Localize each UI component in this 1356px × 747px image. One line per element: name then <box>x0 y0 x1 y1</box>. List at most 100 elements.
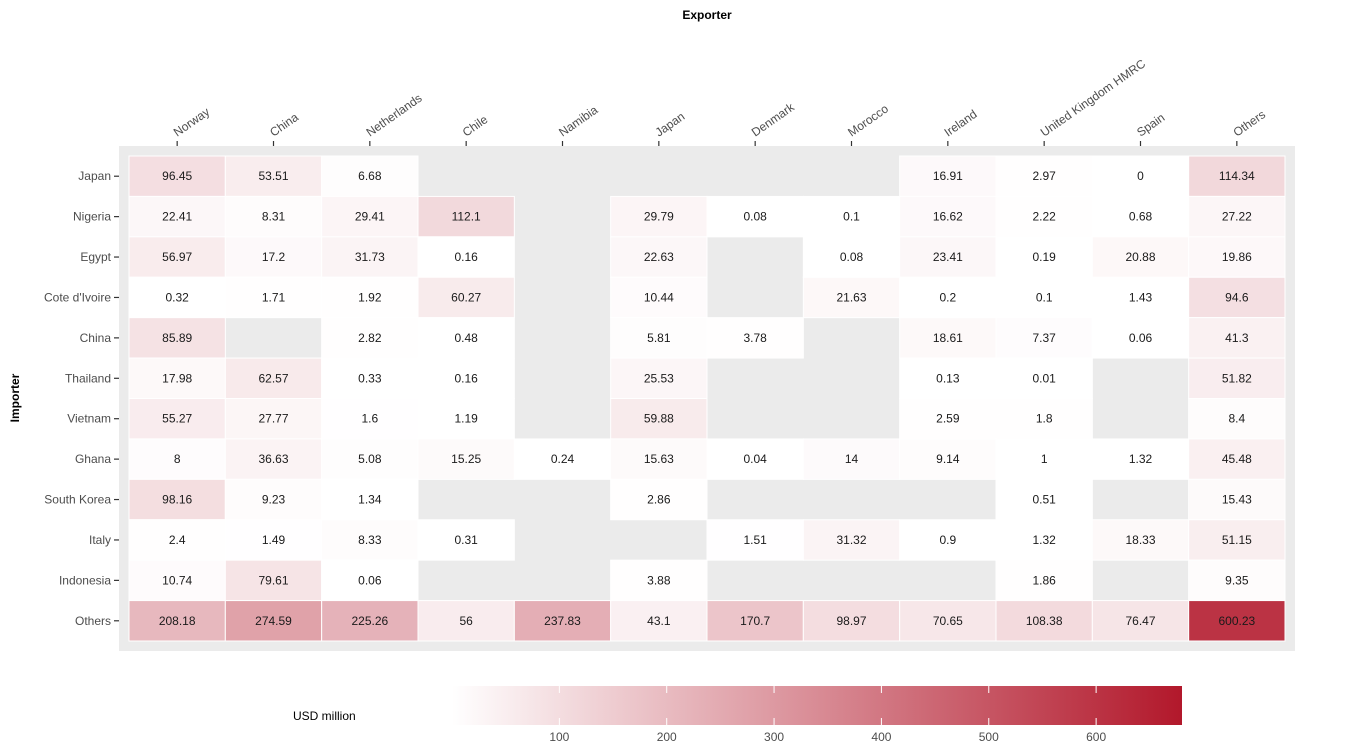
cell-value-label: 31.32 <box>836 533 866 547</box>
cell-value-label: 36.63 <box>258 452 288 466</box>
heatmap-cell <box>1188 357 1286 400</box>
cell-value-label: 1.32 <box>1129 452 1153 466</box>
cell-value-label: 2.59 <box>936 412 960 426</box>
heatmap-cell <box>802 438 901 480</box>
heatmap-cell <box>128 398 226 440</box>
y-axis-title: Importer <box>8 373 22 422</box>
heatmap-cell <box>128 236 226 278</box>
x-tick-label-chile: Chile <box>460 112 491 139</box>
cell-value-label: 1.86 <box>1032 573 1056 587</box>
heatmap-cell <box>1188 317 1286 359</box>
cell-value-labels: 96.45 53.51 6.68 16.91 2.97 0 114.34 22.41 8.31 2… <box>159 169 1256 628</box>
x-tick-label-china: China <box>267 110 301 140</box>
cell-value-label: 0.16 <box>454 371 478 385</box>
cell-value-label: 1.32 <box>1032 533 1056 547</box>
y-tick-label-egypt: Egypt <box>80 250 111 264</box>
heatmap-cell <box>224 155 323 197</box>
heatmap-cell <box>513 438 612 480</box>
heatmap-cell <box>224 357 323 400</box>
cell-value-label: 0.2 <box>939 290 956 304</box>
heatmap-cell <box>321 155 419 197</box>
cell-value-label: 23.41 <box>933 250 963 264</box>
cell-value-label: 3.78 <box>743 331 767 345</box>
cell-value-label: 21.63 <box>836 290 866 304</box>
heatmap-cell <box>224 559 323 602</box>
cell-value-label: 16.62 <box>933 210 963 224</box>
heatmap-cell <box>128 155 226 197</box>
cell-value-label: 114.34 <box>1219 169 1255 183</box>
cell-value-label: 10.74 <box>162 573 192 587</box>
cell-value-label: 0.1 <box>1036 290 1053 304</box>
cell-value-label: 15.63 <box>644 452 674 466</box>
cell-value-label: 18.61 <box>933 331 963 345</box>
legend-tick-label: 100 <box>549 730 569 744</box>
cell-value-label: 60.27 <box>451 290 481 304</box>
heatmap-cell <box>610 195 708 238</box>
cell-value-label: 15.43 <box>1222 493 1252 507</box>
cell-value-label: 98.97 <box>836 614 866 628</box>
cell-value-label: 45.48 <box>1222 452 1252 466</box>
cell-value-label: 56.97 <box>162 250 192 264</box>
heatmap-cell <box>224 478 323 521</box>
heatmap-cell <box>899 195 997 238</box>
heatmap-cell <box>321 276 419 319</box>
y-tick-label-cote-d-ivoire: Cote d'Ivoire <box>44 290 111 304</box>
cell-value-label: 0.08 <box>743 210 767 224</box>
cell-value-label: 0.51 <box>1032 493 1056 507</box>
cell-value-label: 1.92 <box>358 290 382 304</box>
heatmap-cell <box>128 195 226 238</box>
y-tick-label-others: Others <box>75 614 111 628</box>
heatmap-cell <box>128 276 226 319</box>
x-tick-label-united-kingdom-hmrc: United Kingdom HMRC <box>1038 56 1148 139</box>
cell-value-label: 1.6 <box>361 412 378 426</box>
heatmap-cell <box>1188 438 1286 480</box>
cell-value-label: 0.01 <box>1032 371 1056 385</box>
cell-value-label: 22.63 <box>644 250 674 264</box>
heatmap-cell <box>417 317 515 359</box>
y-tick-label-ghana: Ghana <box>75 452 111 466</box>
cell-value-label: 1.71 <box>262 290 286 304</box>
heatmap-cell <box>995 317 1093 359</box>
heatmap-cell <box>224 600 323 642</box>
heatmap-cell <box>417 519 515 561</box>
heatmap-cell <box>995 357 1093 400</box>
heatmap-cell <box>610 357 708 400</box>
legend-tick-label: 600 <box>1086 730 1106 744</box>
x-axis: Norway China Netherlands Chile Namibia Japan D… <box>171 56 1268 146</box>
heatmap-cell <box>224 438 323 480</box>
heatmap-cell <box>1188 398 1286 440</box>
heatmap-cell <box>610 236 708 278</box>
heatmap-cell <box>321 195 419 238</box>
heatmap-cell <box>1188 559 1286 602</box>
cell-value-label: 22.41 <box>162 210 192 224</box>
heatmap-cell <box>417 600 515 642</box>
heatmap-cell <box>995 195 1093 238</box>
heatmap-cell <box>224 276 323 319</box>
cell-value-label: 0.48 <box>454 331 478 345</box>
heatmap-cell <box>417 438 515 480</box>
heatmap-cell <box>899 236 997 278</box>
cell-value-label: 29.41 <box>355 210 385 224</box>
cell-value-label: 0.19 <box>1032 250 1056 264</box>
legend-colorbar <box>452 686 1182 725</box>
heatmap-cell <box>1091 600 1190 642</box>
cell-value-label: 0.31 <box>454 533 478 547</box>
heatmap-cell <box>995 478 1093 521</box>
x-tick-label-others: Others <box>1231 107 1269 139</box>
cell-value-label: 208.18 <box>159 614 196 628</box>
cell-value-label: 2.22 <box>1032 210 1056 224</box>
cell-value-label: 1.19 <box>454 412 478 426</box>
cell-value-label: 274.59 <box>255 614 292 628</box>
heatmap-cell <box>321 559 419 602</box>
heatmap-cell <box>128 357 226 400</box>
cell-value-label: 0.08 <box>840 250 864 264</box>
heatmap-cell <box>899 276 997 319</box>
cell-value-label: 1 <box>1041 452 1048 466</box>
heatmap-cell <box>1188 276 1286 319</box>
legend-tick-label: 200 <box>657 730 677 744</box>
cell-value-label: 1.51 <box>743 533 767 547</box>
cell-value-label: 1.8 <box>1036 412 1053 426</box>
cell-value-label: 225.26 <box>351 614 388 628</box>
cell-value-label: 27.22 <box>1222 210 1252 224</box>
cell-value-label: 8 <box>174 452 181 466</box>
